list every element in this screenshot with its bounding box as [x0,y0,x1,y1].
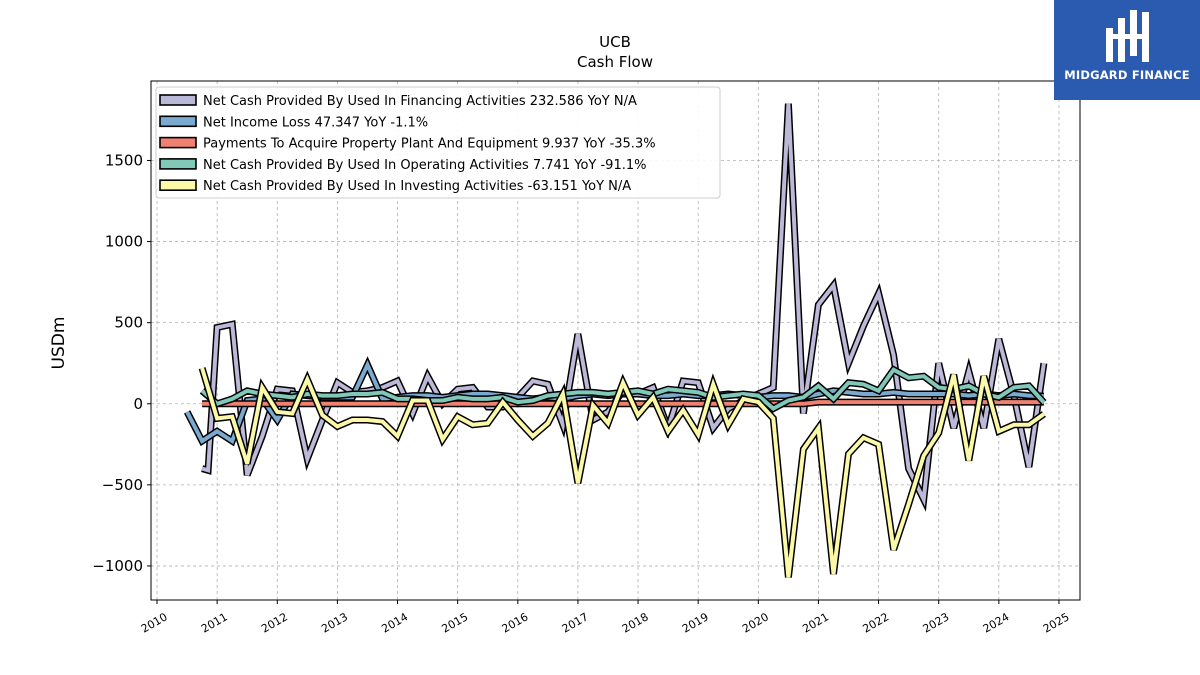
legend-swatch [159,158,197,170]
y-tick-label: 1000 [105,233,143,251]
plot-area-frame [150,80,1081,601]
legend: Net Cash Provided By Used In Financing A… [155,86,721,199]
midgard-logo-icon [1106,10,1149,62]
x-tick-label: 2010 [139,610,170,635]
y-tick-label: 0 [133,395,143,413]
x-tick-label: 2015 [440,610,471,635]
x-tick-label: 2023 [921,610,952,635]
chart-title: UCB [599,33,631,51]
legend-swatch [159,94,197,106]
x-tick-label: 2013 [319,610,350,635]
x-tick-label: 2020 [740,610,771,635]
series-payments-to-acquire-property-plant-and-equipment [202,398,1044,408]
x-axis: 2010 2011 2012 2013 2014 2015 2016 2017 2018 2019… [139,600,1072,636]
x-tick-label: 2012 [259,610,290,635]
y-tick-label: 500 [114,314,143,332]
y-tick-label: −1000 [92,557,143,575]
legend-swatch [159,115,197,128]
legend-entry: Net Cash Provided By Used In Investing A… [203,179,631,194]
brand-logo: MIDGARD FINANCE [1054,0,1200,100]
x-tick-label: 2018 [620,610,651,635]
legend-entry: Net Cash Provided By Used In Financing A… [203,94,637,109]
y-axis-label: USDm [49,317,69,370]
x-tick-label: 2022 [860,610,891,635]
legend-swatch [159,136,197,149]
legend-entry: Net Cash Provided By Used In Operating A… [203,158,646,173]
legend-swatch [159,179,197,191]
series-line [200,367,1046,578]
legend-entry: Net Income Loss 47.347 YoY -1.1% [203,115,428,130]
x-tick-label: 2014 [379,610,410,635]
x-tick-label: 2021 [800,610,831,635]
series-line [202,400,1044,406]
series-net-cash-provided-by-used-in-investing-activities [198,367,1046,578]
series-lines [183,103,1048,578]
x-tick-label: 2024 [981,610,1012,635]
y-tick-label: 1500 [105,151,143,169]
x-tick-label: 2025 [1041,610,1072,635]
brand-name: MIDGARD FINANCE [1064,68,1190,82]
x-tick-label: 2017 [560,610,591,635]
legend-entry: Payments To Acquire Property Plant And E… [203,137,656,152]
legend-box [155,86,721,199]
y-tick-label: −500 [102,476,143,494]
x-tick-label: 2019 [680,610,711,635]
y-axis: −1000 −500 0 500 1000 1500 [92,151,151,575]
chart-subtitle: Cash Flow [577,53,653,71]
x-tick-label: 2011 [199,610,230,635]
x-tick-label: 2016 [500,610,531,635]
